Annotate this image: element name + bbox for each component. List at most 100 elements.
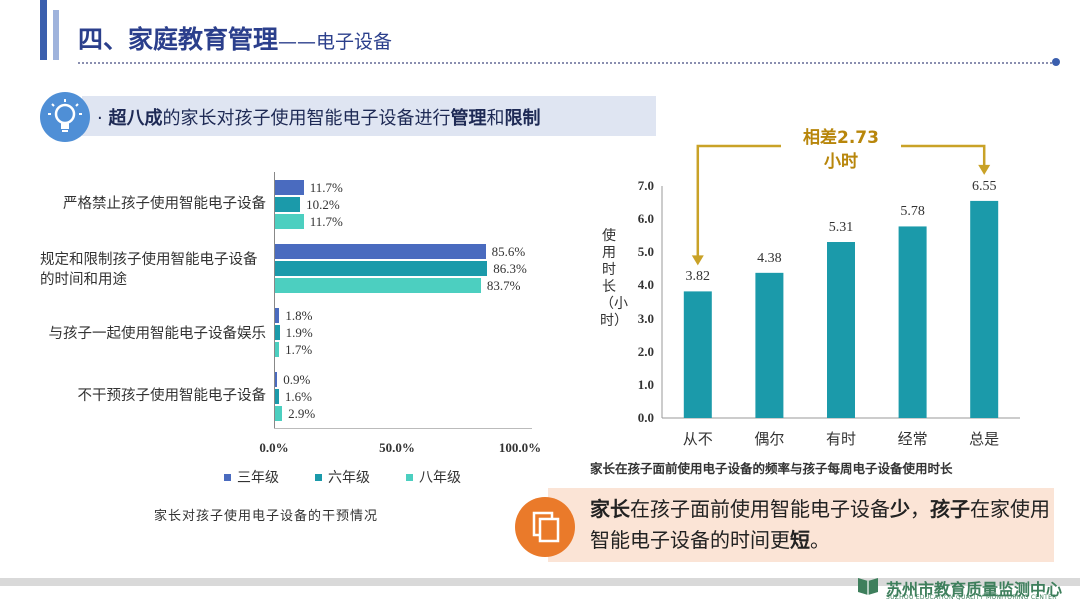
bar (275, 260, 488, 276)
bar (275, 371, 278, 387)
annotation-line-2: 小时 (824, 152, 858, 172)
headline-emph-3: 管理 (450, 108, 487, 129)
page-title-main: 四、家庭教育管理 (78, 25, 279, 54)
legend-swatch (224, 473, 231, 481)
x-category-label: 有时 (825, 432, 856, 448)
y-axis-line (274, 172, 275, 428)
bar-value-label: 5.78 (900, 204, 925, 220)
y-tick-label: 5.0 (637, 244, 654, 260)
header-divider-dot (1052, 58, 1060, 66)
bar-value-label: 85.6% (491, 243, 526, 259)
book-logo-icon (856, 574, 880, 596)
bar (275, 243, 486, 259)
bar (827, 242, 855, 418)
category-label: 与孩子一起使用智能电子设备娱乐 (48, 326, 267, 342)
legend-swatch (406, 473, 413, 481)
x-category-label: 经常 (897, 432, 928, 448)
headline-emph-1: 超八成 (108, 108, 163, 129)
bar-value-label: 1.7% (285, 341, 313, 357)
headline-text: · 超八成的家长对孩子使用智能电子设备进行管理和限制 (97, 104, 540, 130)
category-label: 不干预孩子使用智能电子设备 (77, 388, 267, 404)
bar-value-label: 11.7% (309, 213, 343, 229)
legend-item: 三年级 (224, 467, 279, 487)
bar (275, 307, 280, 323)
bar (275, 405, 283, 421)
headline-bullet: · (97, 108, 109, 129)
category-label: 严格禁止孩子使用智能电子设备 (63, 196, 266, 212)
bar-value-label: 10.2% (306, 196, 340, 212)
bar-value-label: 83.7% (486, 277, 521, 293)
bar-value-label: 5.31 (828, 220, 854, 235)
footer-band (0, 578, 1080, 586)
x-axis-line (274, 428, 532, 429)
conclusion-text: 家长在孩子面前使用智能电子设备少，孩子在家使用智能电子设备的时间更短。 (590, 494, 1050, 556)
legend-item: 六年级 (315, 467, 370, 487)
footer-org-en: SUZHOU EDUCATION QUALITY MONITORING CENT… (886, 594, 1057, 601)
chart-annotation: 相差2.73 小时 (781, 126, 901, 174)
header-accent-bar (40, 0, 47, 60)
x-category-label: 总是 (969, 432, 1000, 448)
y-tick-label: 6.0 (637, 211, 654, 227)
lightbulb-icon (40, 92, 90, 142)
legend-label: 八年级 (419, 471, 461, 486)
bar-value-label: 11.7% (309, 179, 343, 195)
conclusion-text-8: 。 (810, 528, 830, 552)
bar-value-label: 1.8% (285, 307, 313, 323)
headline-text-2: 的家长对孩子使用智能电子设备进行 (162, 108, 451, 129)
conclusion-emph-1: 家长 (590, 497, 630, 521)
bar (275, 213, 304, 229)
x-category-label: 偶尔 (754, 432, 785, 448)
bar-value-label: 1.6% (284, 388, 313, 404)
legend-swatch (315, 473, 322, 481)
conclusion-banner (548, 488, 1054, 562)
annotation-arrow-left (691, 255, 704, 266)
bar (275, 179, 304, 195)
bar-value-label: 4.38 (757, 250, 782, 266)
chart-caption: 家长在孩子面前使用电子设备的频率与孩子每周电子设备使用时长 (590, 462, 953, 476)
annotation-line-1: 相差2.73 (803, 128, 879, 148)
bar-value-label: 2.9% (288, 405, 316, 421)
bar-value-label: 1.9% (285, 324, 313, 340)
documents-icon (515, 497, 575, 557)
bar (275, 388, 279, 404)
y-tick-label: 3.0 (637, 310, 654, 326)
y-axis-label: 使用时长（小时） (600, 229, 628, 329)
headline-text-4: 和 (486, 108, 505, 129)
bar (970, 200, 999, 418)
header-accent-bar-light (53, 10, 59, 60)
conclusion-emph-3: 少 (890, 497, 910, 521)
legend-label: 六年级 (328, 471, 370, 486)
y-tick-label: 0.0 (637, 410, 654, 425)
footer-org: 苏州市教育质量监测中心 (886, 580, 1063, 599)
annotation-arrow-right (978, 164, 991, 175)
conclusion-text-6: 在家使用智能电子设备的时间更 (590, 497, 1050, 552)
headline-banner (82, 96, 656, 136)
header-divider (78, 62, 1056, 64)
y-tick-label: 1.0 (637, 376, 654, 392)
page-subtitle: ——电子设备 (278, 31, 393, 53)
conclusion-emph-7: 短 (790, 528, 810, 552)
y-tick-label: 2.0 (637, 343, 654, 359)
x-tick-label: 0.0% (259, 440, 289, 455)
y-tick-label: 7.0 (637, 178, 654, 193)
legend-label: 三年级 (237, 471, 279, 486)
bar-value-label: 6.55 (971, 178, 997, 194)
y-tick-label: 4.0 (637, 277, 654, 293)
headline-emph-5: 限制 (504, 108, 541, 129)
legend-item: 八年级 (406, 467, 461, 487)
bar-value-label: 3.82 (685, 269, 711, 285)
bar (275, 324, 280, 340)
bar (275, 341, 280, 357)
conclusion-emph-5: 孩子 (930, 497, 970, 521)
bar (755, 272, 784, 418)
chart-legend: 三年级 六年级 八年级 (224, 467, 461, 487)
x-tick-label: 100.0% (498, 440, 542, 455)
bar-value-label: 0.9% (283, 371, 311, 387)
x-category-label: 从不 (682, 432, 713, 448)
bar (275, 196, 301, 212)
bar (683, 291, 712, 418)
chart-caption: 家长对孩子使用电子设备的干预情况 (154, 508, 379, 523)
bar (898, 226, 927, 418)
bar-value-label: 86.3% (493, 260, 527, 276)
conclusion-text-4: ， (910, 497, 930, 521)
